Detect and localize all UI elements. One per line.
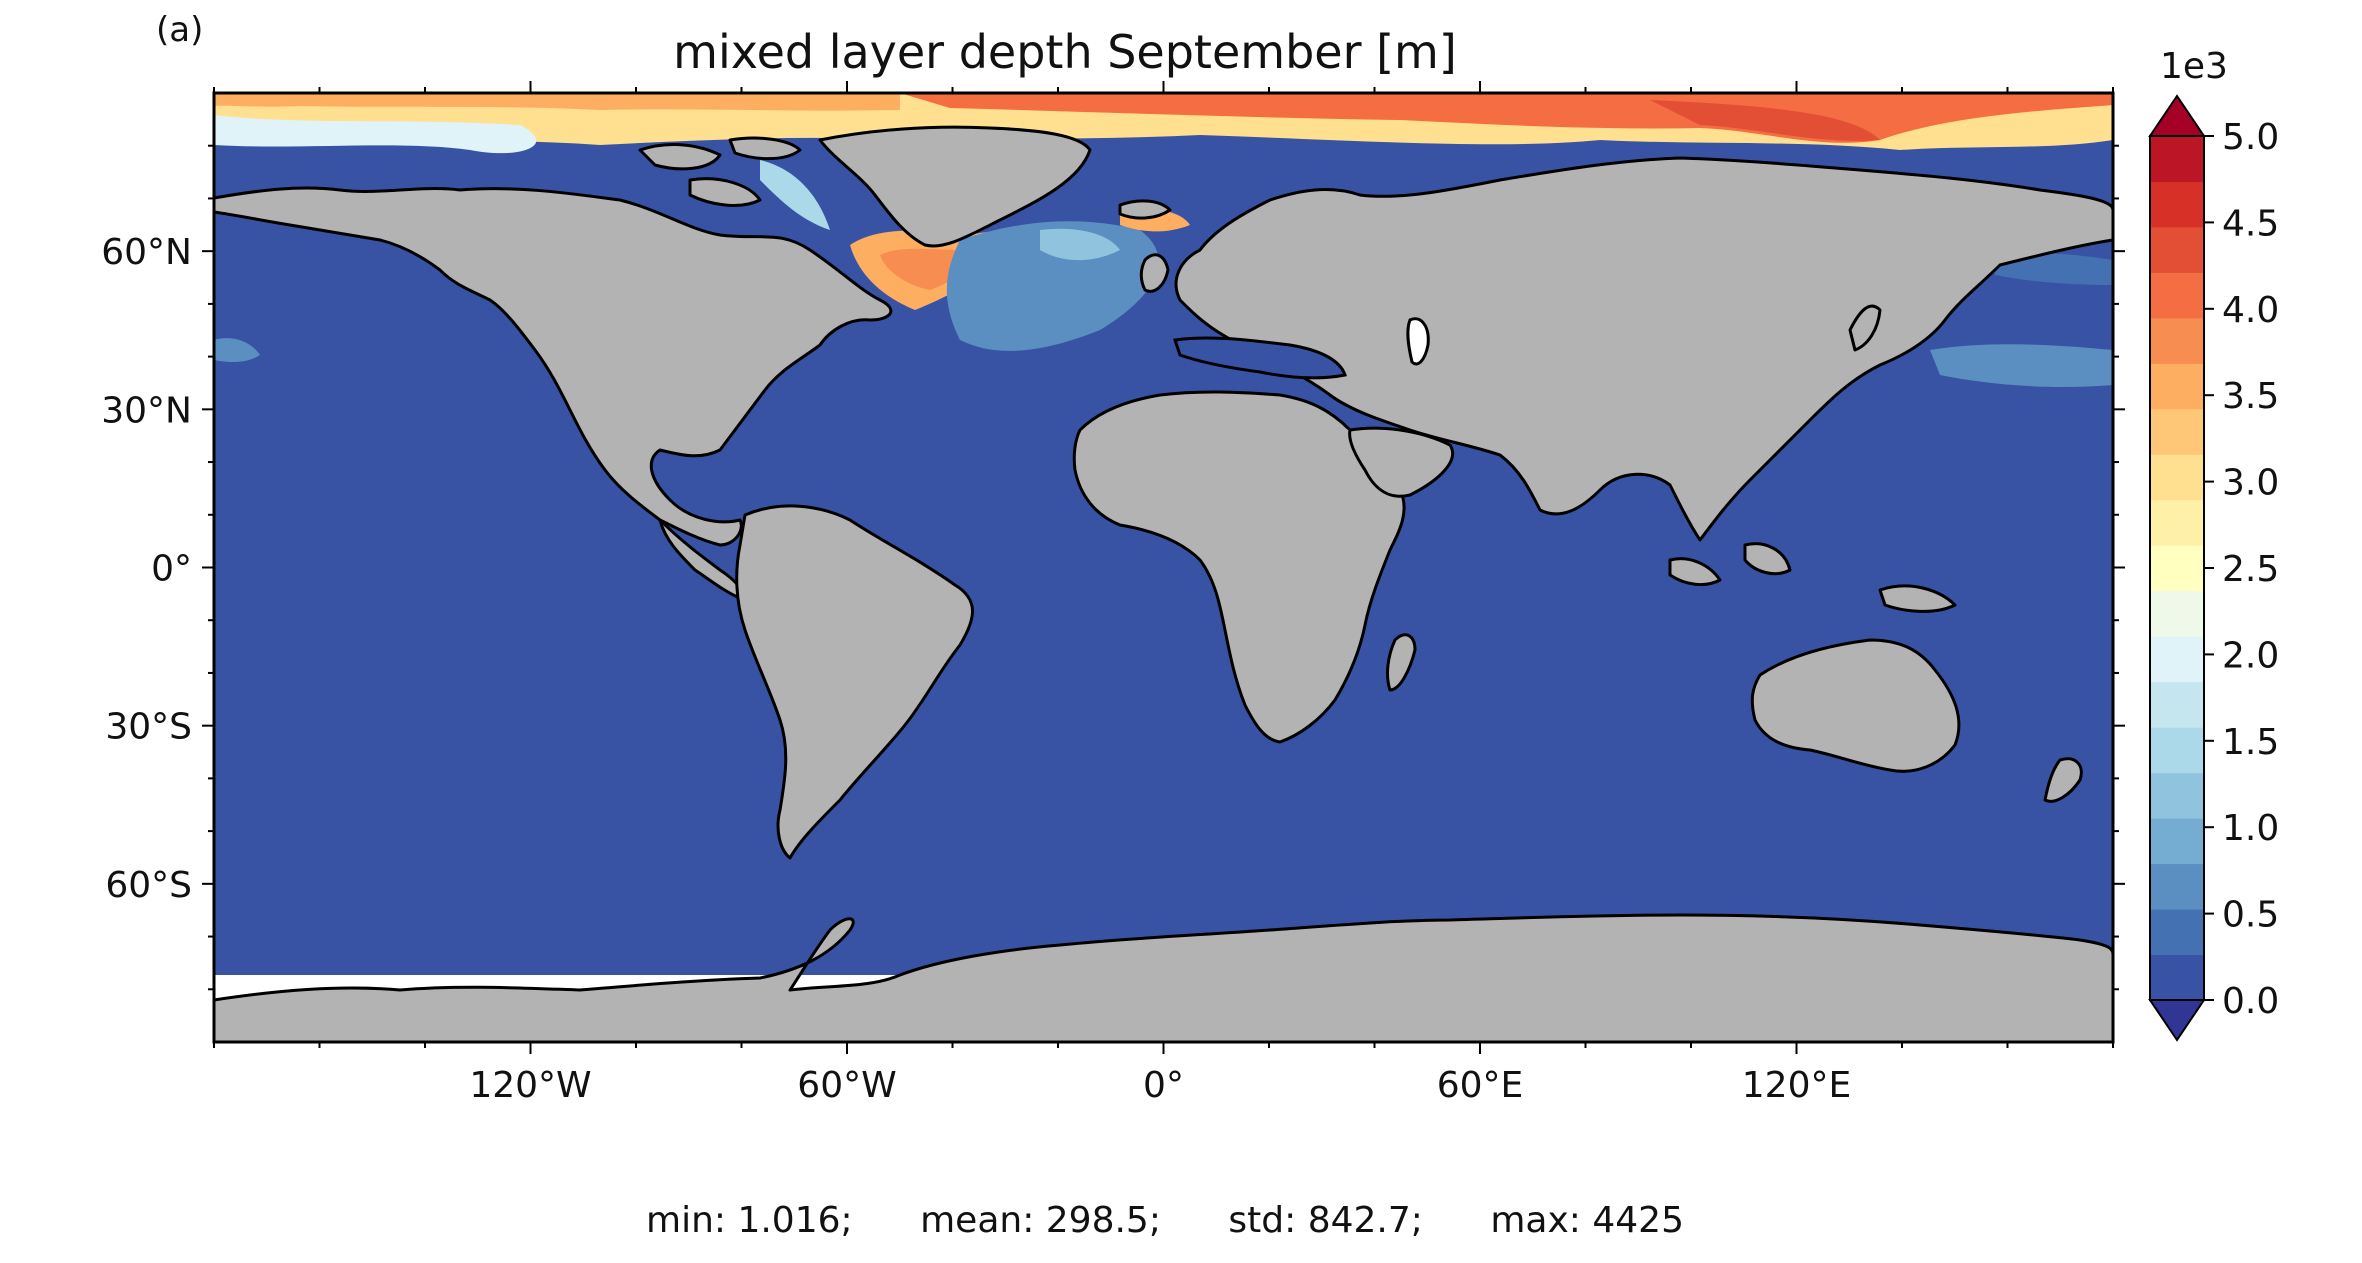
colorbar-tick-label: 1.0 <box>2222 808 2279 849</box>
south-america <box>735 504 974 860</box>
stats-line: min: 1.016; mean: 298.5; std: 842.7; max… <box>0 1200 2330 1241</box>
arabia <box>1348 426 1454 498</box>
new-zealand <box>2043 757 2083 803</box>
colorbar-tick-label: 4.0 <box>2222 290 2279 331</box>
colorbar-segment <box>2150 772 2204 819</box>
stat-mean: mean: 298.5; <box>920 1200 1161 1241</box>
colorbar-tick-label: 3.0 <box>2222 463 2279 504</box>
arctic-island-3 <box>688 177 762 207</box>
colorbar: 0.0 0.5 1.0 1.5 2.0 2.5 3.0 3.5 4.0 4.5 5.0 <box>2148 94 2279 1042</box>
colorbar-segment <box>2150 545 2204 592</box>
australia <box>1750 638 1961 773</box>
map-area <box>214 93 2113 1042</box>
colorbar-segment <box>2150 636 2204 683</box>
colorbar-extend-max <box>2148 94 2206 137</box>
panel-label: (a) <box>156 10 204 50</box>
longitude-axis: 120°W 60°W 0° 60°E 120°E <box>213 81 2114 1106</box>
island-borneo <box>1743 542 1792 576</box>
colorbar-segment <box>2150 954 2204 1001</box>
stat-max: max: 4425 <box>1490 1200 1684 1241</box>
colorbar-tick-label: 4.5 <box>2222 203 2279 244</box>
arctic-island-1 <box>638 143 722 171</box>
arctic-band-deep <box>1650 100 1880 141</box>
colorbar-tick-label: 0.0 <box>2222 981 2279 1022</box>
colorbar-tick-label: 1.5 <box>2222 722 2279 763</box>
lat-tick-label: 60°N <box>101 232 192 273</box>
lon-tick-label: 120°E <box>1742 1065 1851 1106</box>
colorbar-segment <box>2150 681 2204 728</box>
mediterranean-sea <box>1173 336 1347 380</box>
east-pacific-patch <box>214 338 260 363</box>
arctic-island-2 <box>728 136 802 161</box>
colorbar-segment <box>2150 499 2204 546</box>
colorbar-extend-min <box>2148 999 2206 1042</box>
island-new-guinea <box>1878 584 1957 613</box>
colorbar-segment <box>2150 272 2204 319</box>
labrador-sea-core <box>880 248 969 290</box>
irminger-sea <box>1040 228 1120 261</box>
lat-tick-label: 30°N <box>101 390 192 431</box>
greenland <box>818 125 1092 248</box>
colorbar-segment <box>2150 818 2204 865</box>
colorbar-segment <box>2150 136 2204 182</box>
iceland <box>1118 199 1172 220</box>
stat-std: std: 842.7; <box>1228 1200 1423 1241</box>
colorbar-segment <box>2150 408 2204 455</box>
colorbar-tick-label: 2.5 <box>2222 549 2279 590</box>
stat-min: min: 1.016; <box>646 1200 853 1241</box>
lon-tick-label: 60°W <box>797 1065 896 1106</box>
colorbar-segment <box>2150 317 2204 364</box>
north-pacific-patch <box>1930 344 2113 387</box>
africa <box>1072 390 1406 744</box>
colorbar-segment <box>2150 727 2204 774</box>
colorbar-segment <box>2150 863 2204 910</box>
arctic-band-orange-west <box>214 93 900 111</box>
colorbar-segment <box>2150 363 2204 410</box>
colorbar-segment <box>2150 909 2204 956</box>
colorbar-segment <box>2150 181 2204 228</box>
lon-tick-label: 0° <box>1143 1065 1184 1106</box>
madagascar <box>1386 633 1417 692</box>
colorbar-segment <box>2150 590 2204 637</box>
north-america <box>214 186 893 547</box>
lat-tick-label: 0° <box>151 549 192 590</box>
lat-tick-label: 30°S <box>105 707 192 748</box>
colorbar-multiplier: 1e3 <box>2160 46 2228 87</box>
plot-title: mixed layer depth September [m] <box>673 25 1457 79</box>
colorbar-tick-label: 3.5 <box>2222 376 2279 417</box>
great-britain <box>1139 253 1170 293</box>
colorbar-segment <box>2150 454 2204 501</box>
lat-tick-label: 60°S <box>105 865 192 906</box>
arctic-band-light-west <box>214 115 537 154</box>
island-sumatra <box>1668 557 1722 587</box>
antarctica <box>214 913 2113 1042</box>
caspian-sea <box>1406 317 1430 366</box>
latitude-axis: 60°N 30°N 0° 30°S 60°S <box>101 144 2125 991</box>
colorbar-tick-label: 5.0 <box>2222 117 2279 158</box>
colorbar-segment <box>2150 226 2204 273</box>
lon-tick-label: 120°W <box>469 1065 591 1106</box>
baffin-bay-band <box>760 160 830 230</box>
colorbar-tick-label: 0.5 <box>2222 895 2279 936</box>
lon-tick-label: 60°E <box>1437 1065 1524 1106</box>
japan <box>1848 304 1882 352</box>
colorbar-tick-label: 2.0 <box>2222 635 2279 676</box>
land <box>214 125 2113 1042</box>
